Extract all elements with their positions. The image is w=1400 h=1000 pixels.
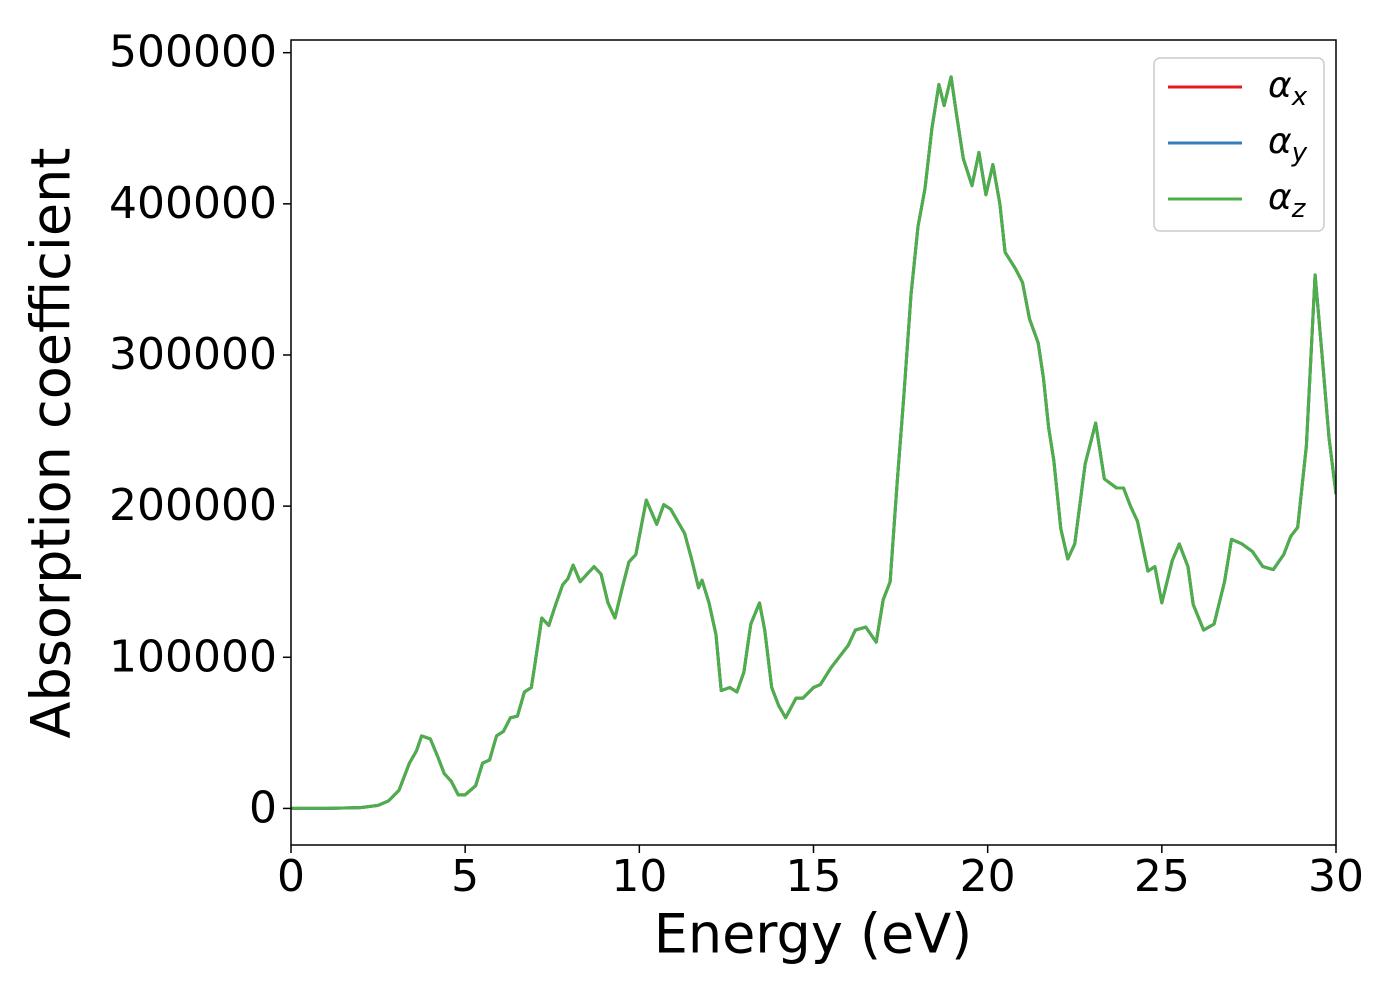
x-tick-label: 10	[611, 851, 667, 902]
x-tick-label: 25	[1134, 851, 1190, 902]
y-tick-label: 500000	[109, 27, 277, 78]
legend-label: αx	[1268, 65, 1308, 112]
x-tick-label: 0	[277, 851, 305, 902]
y-axis-label: Absorption coefficient	[20, 148, 83, 739]
y-tick-label: 100000	[109, 631, 277, 682]
x-tick-label: 5	[451, 851, 479, 902]
line-series	[291, 75, 1336, 810]
y-tick-label: 0	[249, 782, 277, 833]
legend-label: αz	[1268, 177, 1307, 224]
x-tick-label: 15	[786, 851, 842, 902]
plot-frame	[290, 39, 1337, 846]
legend-label: αy	[1268, 121, 1308, 168]
y-tick-label: 200000	[109, 480, 277, 531]
y-tick-label: 300000	[109, 329, 277, 380]
x-tick-label: 30	[1308, 851, 1364, 902]
y-tick-label: 400000	[109, 178, 277, 229]
x-axis-label: Energy (eV)	[654, 903, 973, 966]
x-tick-label: 20	[960, 851, 1016, 902]
